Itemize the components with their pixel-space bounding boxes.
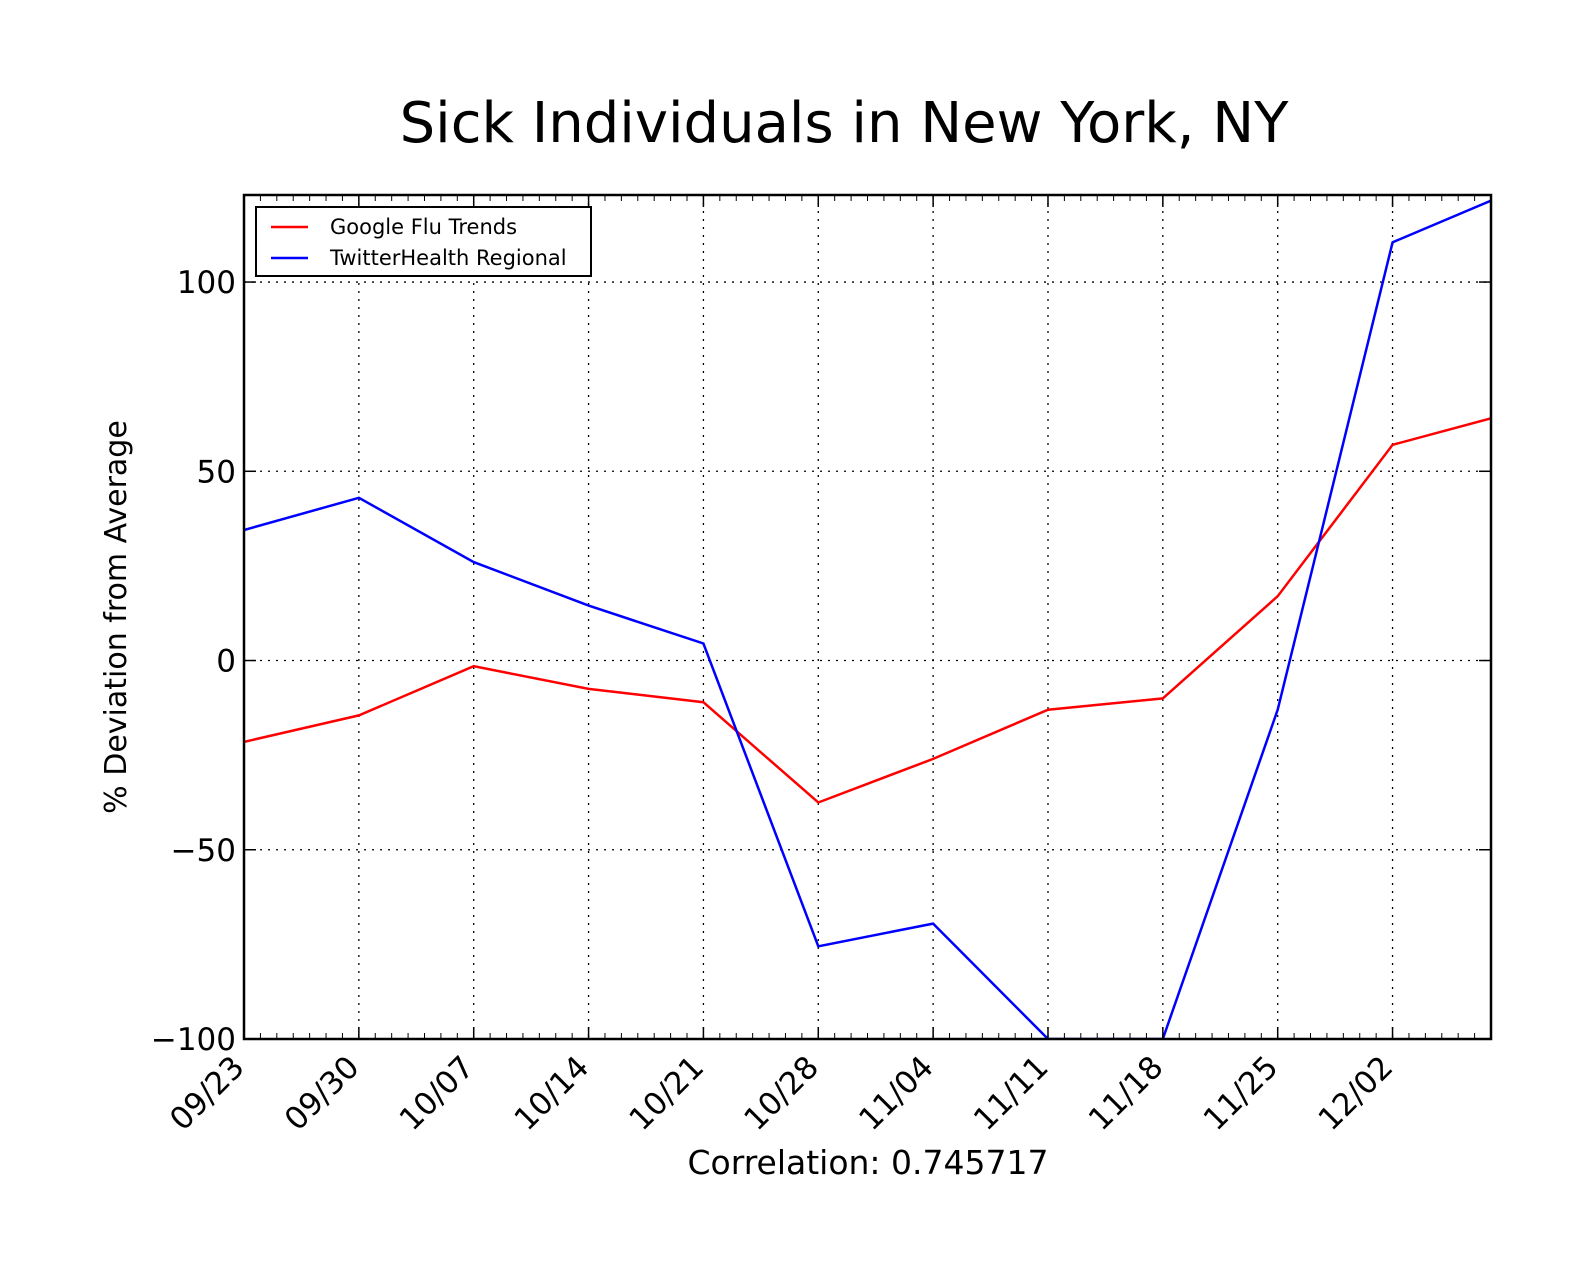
x-axis-label: Correlation: 0.745717 [687, 1143, 1048, 1182]
y-tick-label: −50 [171, 833, 236, 869]
legend: Google Flu Trends TwitterHealth Regional [255, 206, 592, 277]
chart-title: Sick Individuals in New York, NY [400, 91, 1290, 156]
x-tick-label: 11/18 [1082, 1049, 1171, 1138]
series-line-google-flu-trends [244, 417, 1491, 804]
x-tick-label: 09/23 [163, 1049, 252, 1138]
plot-frame [242, 193, 1493, 1041]
series-layer [244, 199, 1491, 1039]
x-tick-label: 11/11 [967, 1049, 1056, 1138]
series-line-twitterhealth-regional [244, 199, 1491, 1039]
x-tick-label: 10/07 [393, 1049, 482, 1138]
x-tick-label: 10/28 [737, 1049, 826, 1138]
y-axis-label: % Deviation from Average [99, 420, 134, 814]
grid-layer [244, 195, 1491, 1039]
legend-box [255, 206, 592, 277]
y-tick-label: −100 [151, 1022, 236, 1058]
x-tick-label: 11/25 [1197, 1049, 1286, 1138]
x-tick-label: 12/02 [1312, 1049, 1401, 1138]
y-tick-label: 100 [177, 265, 236, 301]
y-tick-label: 50 [197, 454, 236, 490]
legend-label: TwitterHealth Regional [329, 246, 567, 270]
y-tick-label: 0 [216, 644, 236, 680]
x-tick-label: 10/14 [508, 1049, 597, 1138]
x-tick-label: 10/21 [622, 1049, 711, 1138]
tick-layer: 09/23 09/30 10/07 10/14 10/21 10/28 11/04 11/11… [151, 195, 1491, 1138]
legend-label: Google Flu Trends [330, 215, 517, 239]
x-tick-label: 11/04 [852, 1049, 941, 1138]
x-tick-label: 09/30 [278, 1049, 367, 1138]
